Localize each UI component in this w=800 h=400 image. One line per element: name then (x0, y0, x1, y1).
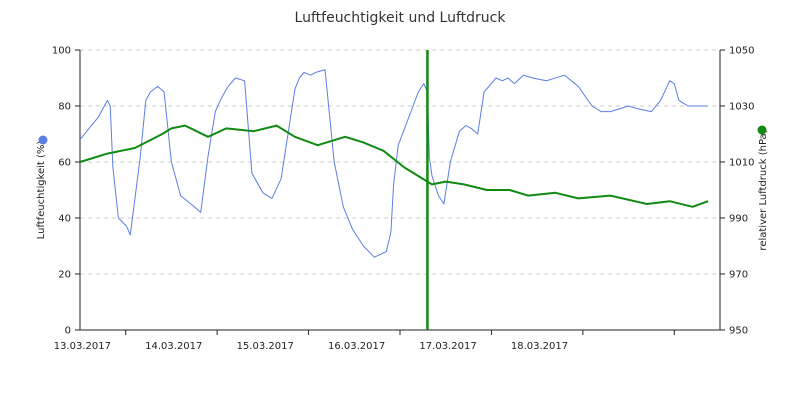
y-axis-right-title: relativer Luftdruck (hPa) (758, 129, 769, 250)
series-layer (79, 50, 709, 330)
legend-marker-humidity (38, 135, 48, 145)
x-tick-label: 14.03.2017 (145, 341, 202, 352)
y-right-tick-label: 970 (729, 270, 748, 281)
y-right-tick-label: 950 (729, 326, 748, 337)
x-tick-label: 18.03.2017 (511, 341, 568, 352)
y-left-tick-label: 0 (65, 326, 71, 337)
legend-marker-pressure (757, 125, 767, 135)
y-left-tick-label: 60 (58, 158, 71, 169)
x-tick-label: 13.03.2017 (54, 341, 111, 352)
y-left-tick-label: 20 (58, 270, 71, 281)
y-right-tick-label: 1030 (729, 102, 754, 113)
x-tick-label: 17.03.2017 (419, 341, 476, 352)
y-right-tick-label: 990 (729, 214, 748, 225)
x-tick-label: 15.03.2017 (237, 341, 294, 352)
grid-layer (80, 49, 720, 275)
y-axis-left-title: Luftfeuchtigkeit (%) (36, 141, 47, 240)
x-tick-label: 16.03.2017 (328, 341, 385, 352)
y-right-tick-label: 1050 (729, 46, 754, 57)
humidity-series-line (79, 69, 709, 258)
y-left-tick-label: 80 (58, 102, 71, 113)
axes-layer: 0 20 40 60 80 100 950 970 990 1010 1030 1050 13.03.2… (52, 46, 755, 353)
y-left-tick-label: 40 (58, 214, 71, 225)
pressure-series-line (79, 124, 709, 208)
chart-title: Luftfeuchtigkeit und Luftdruck (295, 10, 507, 26)
y-left-tick-label: 100 (52, 46, 71, 57)
y-right-tick-label: 1010 (729, 158, 754, 169)
